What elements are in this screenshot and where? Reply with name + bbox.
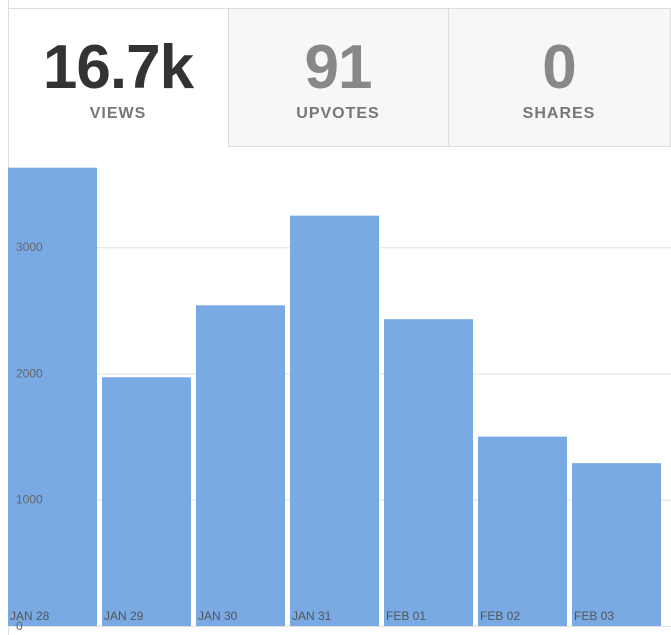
y-tick-label: 1000 bbox=[16, 493, 43, 507]
stat-tab[interactable] bbox=[448, 8, 671, 147]
bar bbox=[384, 319, 473, 626]
x-tick-label: FEB 01 bbox=[386, 609, 426, 623]
bar bbox=[196, 305, 285, 626]
y-tick-label: 2000 bbox=[16, 366, 43, 380]
x-tick-label: FEB 02 bbox=[480, 609, 520, 623]
stat-value: 91 bbox=[305, 33, 372, 102]
stat-label: UPVOTES bbox=[296, 105, 379, 122]
stat-label: SHARES bbox=[523, 105, 596, 122]
stat-value: 16.7k bbox=[43, 33, 195, 102]
bar bbox=[8, 167, 97, 626]
bar bbox=[290, 215, 379, 627]
labels: 0 1000 2000 3000 JAN 28 JAN 29 JAN 30 JAN 31 FEB… bbox=[10, 240, 614, 633]
x-tick-label: JAN 29 bbox=[104, 609, 144, 623]
stat-label: VIEWS bbox=[90, 105, 147, 122]
bar bbox=[572, 463, 661, 626]
stat-value: 0 bbox=[542, 33, 575, 102]
x-tick-label: JAN 30 bbox=[198, 609, 238, 623]
y-tick-label: 3000 bbox=[16, 240, 43, 254]
bar bbox=[102, 377, 191, 626]
bars bbox=[8, 167, 661, 627]
x-tick-label: JAN 31 bbox=[292, 609, 332, 623]
x-tick-label: JAN 28 bbox=[10, 609, 50, 623]
y-tick-label: 0 bbox=[16, 619, 23, 633]
bar bbox=[478, 436, 567, 626]
stat-tab[interactable] bbox=[228, 8, 449, 147]
x-tick-label: FEB 03 bbox=[574, 609, 614, 623]
